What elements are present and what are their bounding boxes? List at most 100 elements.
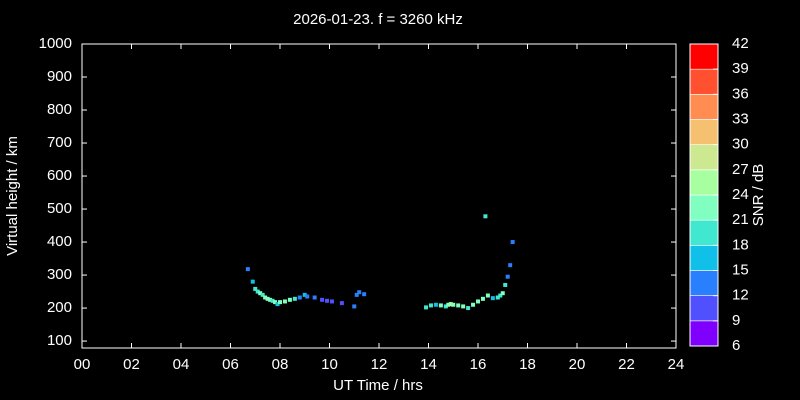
- x-tick-label: 12: [371, 356, 388, 373]
- x-tick-label: 06: [222, 356, 239, 373]
- colorbar-swatch: [689, 119, 719, 145]
- colorbar-swatch: [689, 144, 719, 171]
- data-point: [268, 297, 273, 302]
- colorbar-swatch: [689, 295, 719, 322]
- x-tick-label: 10: [321, 356, 338, 373]
- colorbar-tick-label: 39: [732, 60, 749, 77]
- y-axis-label: Virtual height / km: [4, 136, 21, 256]
- colorbar-tick-label: 9: [732, 312, 740, 329]
- colorbar-swatch: [689, 94, 719, 120]
- colorbar-swatch: [689, 270, 719, 296]
- colorbar-tick-label: 42: [732, 35, 749, 52]
- data-point: [428, 303, 433, 308]
- colorbar-label: SNR / dB: [750, 164, 767, 227]
- data-point: [287, 297, 292, 302]
- y-tick-label: 600: [47, 167, 72, 184]
- colorbar-swatch: [689, 194, 719, 221]
- y-tick-label: 1000: [39, 35, 72, 52]
- colorbar-swatch: [689, 43, 719, 70]
- data-point: [265, 296, 270, 301]
- data-point: [433, 302, 438, 307]
- data-point: [498, 293, 503, 298]
- data-point: [362, 292, 367, 297]
- colorbar-swatch: [689, 320, 719, 347]
- data-point: [275, 302, 280, 307]
- data-point: [278, 300, 282, 305]
- y-tick-label: 800: [47, 101, 72, 118]
- colorbar-tick-label: 21: [732, 211, 749, 228]
- data-point: [339, 301, 344, 306]
- data-point: [451, 302, 456, 307]
- colorbar-tick-label: 15: [732, 261, 749, 278]
- colorbar-tick-label: 12: [732, 287, 749, 304]
- data-point: [329, 299, 334, 304]
- data-point: [438, 303, 443, 308]
- x-tick-label: 02: [123, 356, 140, 373]
- y-tick-label: 500: [47, 200, 72, 217]
- chart-title: 2026-01-23. f = 3260 kHz: [293, 11, 463, 28]
- data-point: [480, 296, 485, 301]
- data-point: [443, 304, 448, 309]
- data-point: [508, 263, 513, 268]
- data-point: [448, 302, 453, 307]
- data-point: [282, 299, 287, 304]
- x-tick-label: 18: [519, 356, 536, 373]
- data-point: [302, 292, 307, 297]
- colorbar-swatch: [689, 169, 719, 196]
- data-point: [510, 240, 515, 245]
- data-point: [456, 303, 461, 308]
- data-point: [250, 279, 255, 284]
- data-point: [483, 214, 488, 219]
- data-point: [253, 286, 258, 291]
- data-point: [273, 300, 278, 305]
- y-tick-label: 700: [47, 134, 72, 151]
- data-point: [354, 292, 359, 297]
- x-tick-label: 20: [569, 356, 586, 373]
- data-point: [446, 302, 451, 307]
- data-point: [466, 306, 471, 311]
- data-point: [476, 299, 480, 304]
- data-point: [357, 290, 362, 295]
- colorbar-tick-label: 24: [732, 186, 749, 203]
- data-point: [503, 282, 508, 287]
- data-point: [495, 295, 500, 300]
- data-point: [505, 274, 510, 279]
- data-point: [297, 295, 302, 300]
- y-tick-label: 900: [47, 68, 72, 85]
- data-point: [485, 293, 490, 298]
- x-tick-label: 16: [470, 356, 487, 373]
- x-tick-label: 08: [272, 356, 289, 373]
- data-point: [471, 302, 476, 307]
- colorbar-swatch: [689, 219, 719, 246]
- colorbar-swatch: [689, 68, 719, 95]
- data-point: [500, 291, 505, 296]
- colorbar-swatch: [689, 245, 719, 271]
- x-tick-label: 04: [173, 356, 190, 373]
- y-tick-label: 400: [47, 233, 72, 250]
- data-point: [270, 298, 275, 303]
- colorbar-tick-label: 30: [732, 136, 749, 153]
- data-point: [320, 297, 325, 302]
- data-point: [255, 289, 260, 294]
- colorbar-tick-label: 33: [732, 110, 749, 127]
- x-tick-label: 14: [420, 356, 437, 373]
- y-tick-label: 200: [47, 299, 72, 316]
- data-point: [490, 296, 495, 301]
- data-point: [312, 295, 317, 300]
- data-point: [424, 305, 429, 310]
- data-point: [245, 267, 250, 272]
- data-point: [325, 298, 330, 303]
- data-point: [263, 295, 268, 300]
- data-point: [292, 296, 297, 301]
- x-tick-label: 00: [74, 356, 91, 373]
- data-point: [260, 292, 265, 297]
- data-point: [352, 304, 357, 309]
- x-tick-label: 22: [618, 356, 635, 373]
- colorbar-tick-label: 36: [732, 85, 749, 102]
- y-tick-label: 100: [47, 332, 72, 349]
- x-axis-label: UT Time / hrs: [333, 377, 423, 394]
- colorbar-tick-label: 18: [732, 236, 749, 253]
- data-point: [305, 294, 310, 299]
